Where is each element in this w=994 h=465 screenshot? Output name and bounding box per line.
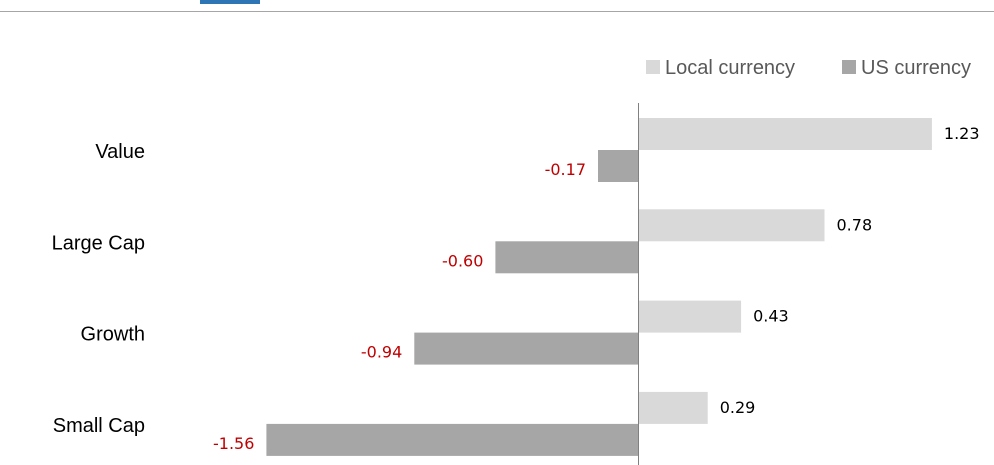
bar-us-currency-small-cap (266, 423, 639, 456)
value-label-local-currency-large-cap: 0.78 (837, 215, 873, 234)
category-labels: Value Large Cap Growth Small Cap (52, 141, 145, 437)
category-label-growth: Growth (81, 324, 145, 346)
category-label-value: Value (95, 141, 145, 163)
value-label-us-currency-large-cap: -0.60 (442, 251, 483, 270)
bar-us-currency-growth (414, 332, 639, 365)
value-labels: 1.23 -0.17 0.78 -0.60 0.43 -0.94 0.29 -1.56 (213, 124, 980, 453)
category-label-large-cap: Large Cap (52, 232, 145, 254)
bar-local-currency-growth (638, 300, 742, 333)
bar-local-currency-small-cap (638, 391, 708, 424)
legend-label-us-currency: US currency (861, 57, 971, 79)
category-label-small-cap: Small Cap (53, 415, 145, 437)
value-label-us-currency-growth: -0.94 (361, 343, 402, 362)
value-label-us-currency-small-cap: -1.56 (213, 434, 254, 453)
value-label-us-currency-value: -0.17 (545, 160, 586, 179)
value-label-local-currency-value: 1.23 (944, 124, 980, 143)
legend-swatch-local-currency (646, 60, 660, 74)
legend: Local currency US currency (646, 57, 971, 79)
bar-us-currency-value (598, 150, 639, 182)
bar-local-currency-large-cap (638, 209, 825, 242)
bars (266, 118, 932, 456)
value-label-local-currency-small-cap: 0.29 (720, 398, 756, 417)
legend-swatch-us-currency (842, 60, 856, 74)
legend-label-local-currency: Local currency (665, 57, 795, 79)
header-accent (200, 0, 260, 4)
value-label-local-currency-growth: 0.43 (753, 307, 789, 326)
bar-us-currency-large-cap (495, 241, 639, 274)
bar-local-currency-value (638, 118, 932, 150)
